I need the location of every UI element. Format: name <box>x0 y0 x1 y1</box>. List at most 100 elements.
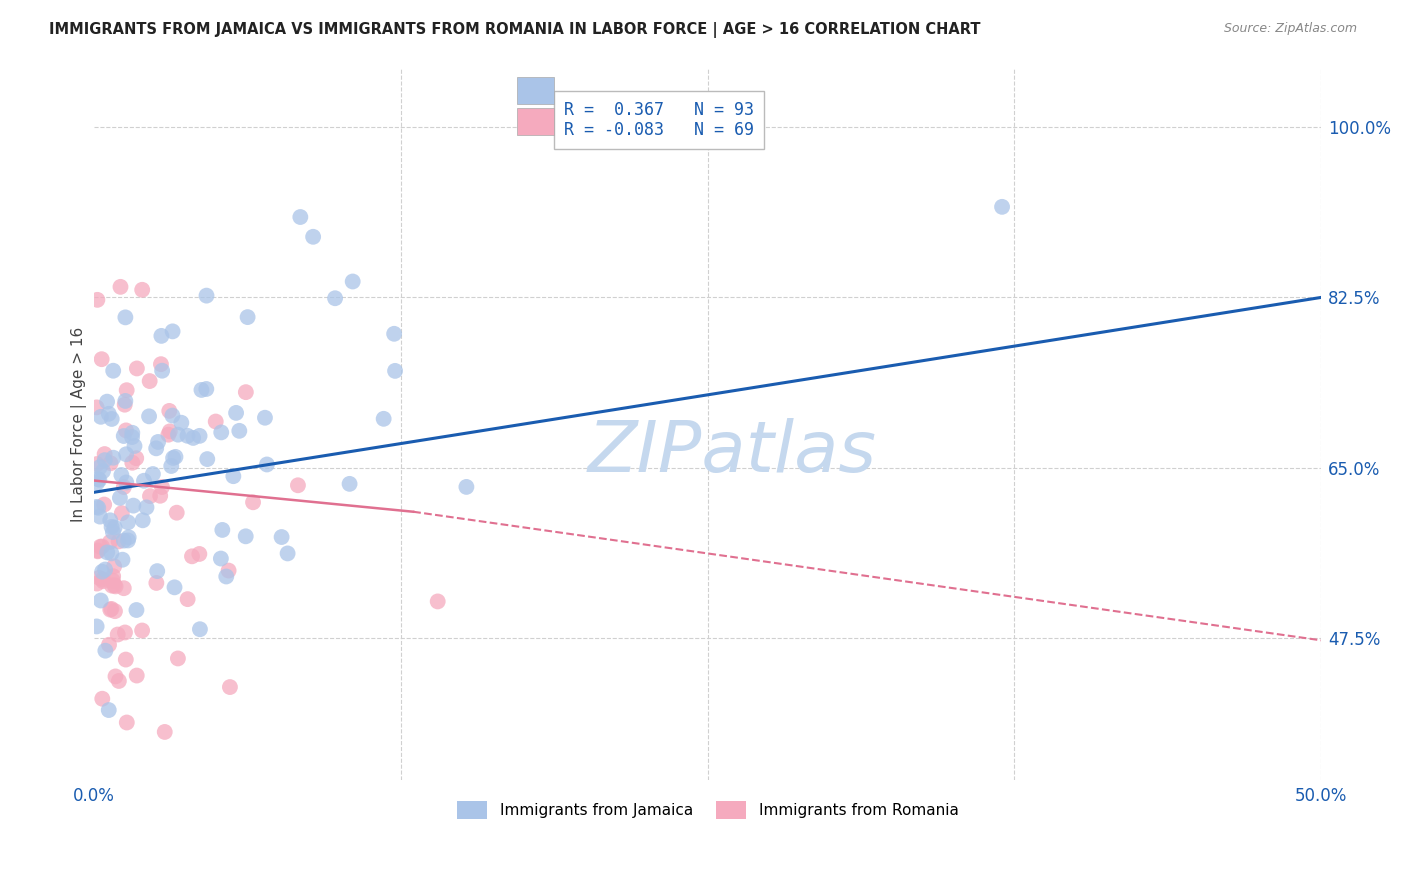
Point <box>204 415 226 429</box>
Point <box>89 473 111 487</box>
Point <box>176 429 198 443</box>
Point <box>104 669 127 683</box>
Point <box>97 703 120 717</box>
Point <box>104 579 127 593</box>
Text: R =  0.367   N = 93
R = -0.083   N = 69: R = 0.367 N = 93 R = -0.083 N = 69 <box>564 101 754 139</box>
Point <box>218 564 240 578</box>
Point <box>101 525 124 540</box>
Point <box>97 407 120 421</box>
Point <box>86 576 108 591</box>
Point <box>114 393 136 408</box>
Point <box>89 540 111 554</box>
Point <box>122 499 145 513</box>
Point <box>125 603 148 617</box>
Point <box>150 480 173 494</box>
Point <box>157 427 180 442</box>
Point <box>121 430 143 444</box>
Point <box>94 643 117 657</box>
Text: Source: ZipAtlas.com: Source: ZipAtlas.com <box>1223 22 1357 36</box>
Point <box>384 364 406 378</box>
Point <box>93 447 115 461</box>
Point <box>118 530 141 544</box>
Point <box>222 469 245 483</box>
Point <box>149 489 172 503</box>
Point <box>104 520 127 534</box>
Point <box>108 491 131 505</box>
Point <box>219 680 242 694</box>
Point <box>121 425 143 440</box>
Point <box>87 543 110 558</box>
Point <box>103 450 125 465</box>
Point <box>114 310 136 325</box>
Point <box>86 619 108 633</box>
Point <box>167 651 190 665</box>
Point <box>287 478 309 492</box>
Point <box>209 425 232 440</box>
Point <box>90 352 112 367</box>
Point <box>89 509 111 524</box>
Point <box>149 357 172 371</box>
Point <box>373 412 395 426</box>
Point <box>124 439 146 453</box>
Point <box>96 394 118 409</box>
Point <box>235 529 257 543</box>
Point <box>86 401 108 415</box>
Point <box>277 546 299 560</box>
Point <box>103 364 125 378</box>
Point <box>159 425 181 439</box>
Point <box>150 364 173 378</box>
Point <box>98 535 121 549</box>
Point <box>111 506 134 520</box>
Point <box>145 442 167 456</box>
Point <box>91 540 114 554</box>
Point <box>100 520 122 534</box>
Point <box>456 480 478 494</box>
Point <box>100 602 122 616</box>
Point <box>90 593 112 607</box>
Point <box>108 673 131 688</box>
Point <box>190 383 212 397</box>
Point <box>228 424 250 438</box>
Point <box>290 210 312 224</box>
Point <box>96 545 118 559</box>
Point <box>107 534 129 549</box>
Point <box>132 513 155 527</box>
Point <box>125 451 148 466</box>
Point <box>115 447 138 461</box>
Point <box>110 280 132 294</box>
Point <box>342 275 364 289</box>
Point <box>103 559 125 574</box>
Point <box>117 516 139 530</box>
Point <box>188 547 211 561</box>
Point <box>112 533 135 548</box>
Point <box>181 549 204 564</box>
Point <box>87 571 110 585</box>
Point <box>112 429 135 443</box>
Point <box>100 412 122 426</box>
Point <box>195 288 218 302</box>
Point <box>382 326 405 341</box>
Text: IMMIGRANTS FROM JAMAICA VS IMMIGRANTS FROM ROMANIA IN LABOR FORCE | AGE > 16 COR: IMMIGRANTS FROM JAMAICA VS IMMIGRANTS FR… <box>49 22 981 38</box>
Point <box>162 450 184 465</box>
Point <box>107 627 129 641</box>
Point <box>339 476 361 491</box>
Point <box>253 410 276 425</box>
Text: ZIPatlas: ZIPatlas <box>588 418 877 487</box>
Point <box>114 652 136 666</box>
Point <box>112 480 135 494</box>
Point <box>426 594 449 608</box>
FancyBboxPatch shape <box>517 108 554 135</box>
Point <box>138 409 160 424</box>
Point <box>146 434 169 449</box>
Point <box>125 361 148 376</box>
Point <box>142 467 165 481</box>
Point <box>121 456 143 470</box>
Point <box>256 458 278 472</box>
Point <box>101 574 124 588</box>
Point <box>87 472 110 486</box>
Point <box>114 398 136 412</box>
Point <box>98 513 121 527</box>
Point <box>160 458 183 473</box>
Point <box>110 467 132 482</box>
Point <box>115 383 138 397</box>
